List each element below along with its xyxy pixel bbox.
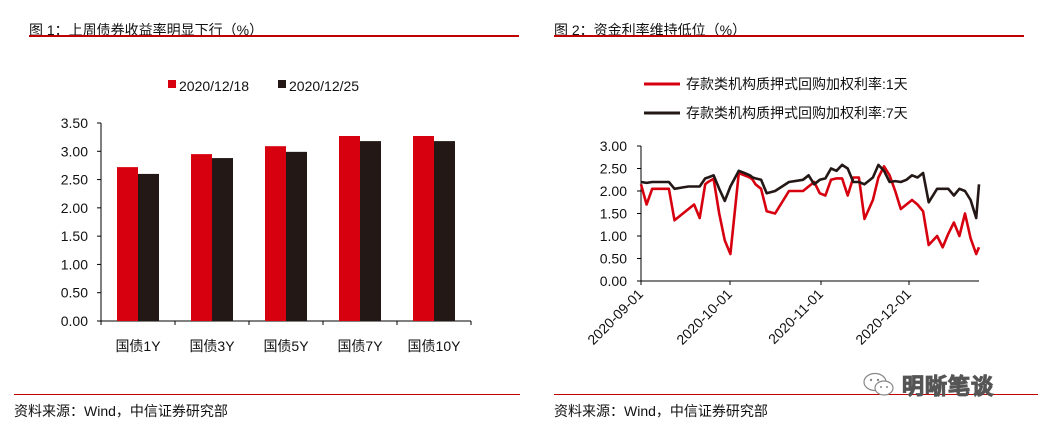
line-y-tick-label: 0.50 (600, 251, 627, 267)
bar-y-tick-label: 0.00 (61, 313, 88, 329)
line-series-path (639, 165, 981, 256)
line-series (639, 163, 981, 256)
legend-swatch-series1 (168, 80, 176, 88)
line-series-path (640, 163, 981, 220)
figure1-source: 资料来源：Wind，中信证券研究部 (14, 403, 228, 419)
legend-label-line1: 存款类机构质押式回购加权利率:1天 (686, 76, 908, 92)
bar-y-tick-label: 3.00 (61, 143, 88, 159)
bar (286, 151, 307, 321)
line-y-tick-label: 0.00 (600, 273, 627, 289)
line-y-tick-label: 1.00 (600, 228, 627, 244)
bar-y-tick-label: 1.50 (61, 228, 88, 244)
bar-y-tick-label: 2.50 (61, 172, 88, 188)
line-legend: 存款类机构质押式回购加权利率:1天 存款类机构质押式回购加权利率:7天 (644, 76, 908, 121)
legend-label-series1: 2020/12/18 (179, 78, 249, 94)
bar-x-tick-label: 国债5Y (263, 338, 309, 354)
figure2-source-rule (554, 394, 1038, 395)
legend-swatch-series2 (278, 80, 286, 88)
bar (360, 141, 381, 321)
bar-legend: 2020/12/18 2020/12/25 (168, 78, 359, 94)
line-x-tick-label: 2020-11-01 (765, 286, 826, 347)
line-x-tick-label: 2020-09-01 (584, 286, 646, 348)
bar-y-tick-label: 0.50 (61, 285, 88, 301)
figure2-title-rule (554, 35, 1024, 37)
bar-y-tick-label: 2.00 (61, 200, 88, 216)
line-axes: 0.00 0.50 1.00 1.50 2.00 2.50 3.00 2020-09-01 20… (584, 138, 979, 348)
line-y-tick-label: 2.50 (600, 161, 627, 177)
wechat-icon (863, 372, 894, 396)
figure2-panel: 图 2：资金利率维持低位（%） (520, 0, 1038, 431)
bar (138, 173, 159, 321)
bar (117, 167, 138, 321)
bar-x-tick-label: 国债3Y (189, 338, 235, 354)
line-x-tick-label: 2020-10-01 (673, 286, 735, 348)
line-y-tick-label: 1.50 (600, 206, 627, 222)
bar-bars (117, 136, 455, 321)
bar-y-tick-label: 3.50 (61, 115, 88, 131)
bar-x-tick-label: 国债7Y (337, 338, 383, 354)
bar-x-tick-label: 国债10Y (408, 338, 462, 354)
figure1-panel: 图 1：上周债券收益率明显下行（%） 2020/12/18 2020/12/25… (14, 22, 520, 419)
figure2-line-chart: 存款类机构质押式回购加权利率:1天 存款类机构质押式回购加权利率:7天 0.00… (584, 76, 981, 348)
bar (212, 158, 233, 321)
figure1-title: 图 1：上周债券收益率明显下行（%） (29, 22, 264, 38)
figure1-title-rule (29, 35, 519, 37)
bar (191, 154, 212, 321)
watermark-text: 明晰笔谈 (901, 374, 995, 400)
bar-x-tick-label: 国债1Y (115, 338, 161, 354)
bar-axes: 0.00 0.50 1.00 1.50 2.00 2.50 3.00 3.50 国债1Y 国债3Y… (61, 115, 472, 354)
bar (265, 146, 286, 321)
figure1-bar-chart: 2020/12/18 2020/12/25 0.00 0.50 1.00 1.50 2.… (61, 78, 472, 354)
line-y-tick-label: 3.00 (600, 138, 627, 154)
figure2-source: 资料来源：Wind，中信证券研究部 (554, 403, 768, 419)
bar-y-tick-label: 1.00 (61, 256, 88, 272)
figure2-title: 图 2：资金利率维持低位（%） (554, 22, 747, 38)
line-x-tick-label: 2020-12-01 (852, 286, 914, 348)
bar (413, 136, 434, 321)
legend-label-line2: 存款类机构质押式回购加权利率:7天 (686, 105, 908, 121)
bar (339, 136, 360, 321)
figure1-source-rule (14, 394, 520, 395)
watermark: 明晰笔谈 (862, 369, 994, 401)
bar (434, 141, 455, 321)
line-y-tick-label: 2.00 (600, 183, 627, 199)
legend-label-series2: 2020/12/25 (289, 78, 359, 94)
